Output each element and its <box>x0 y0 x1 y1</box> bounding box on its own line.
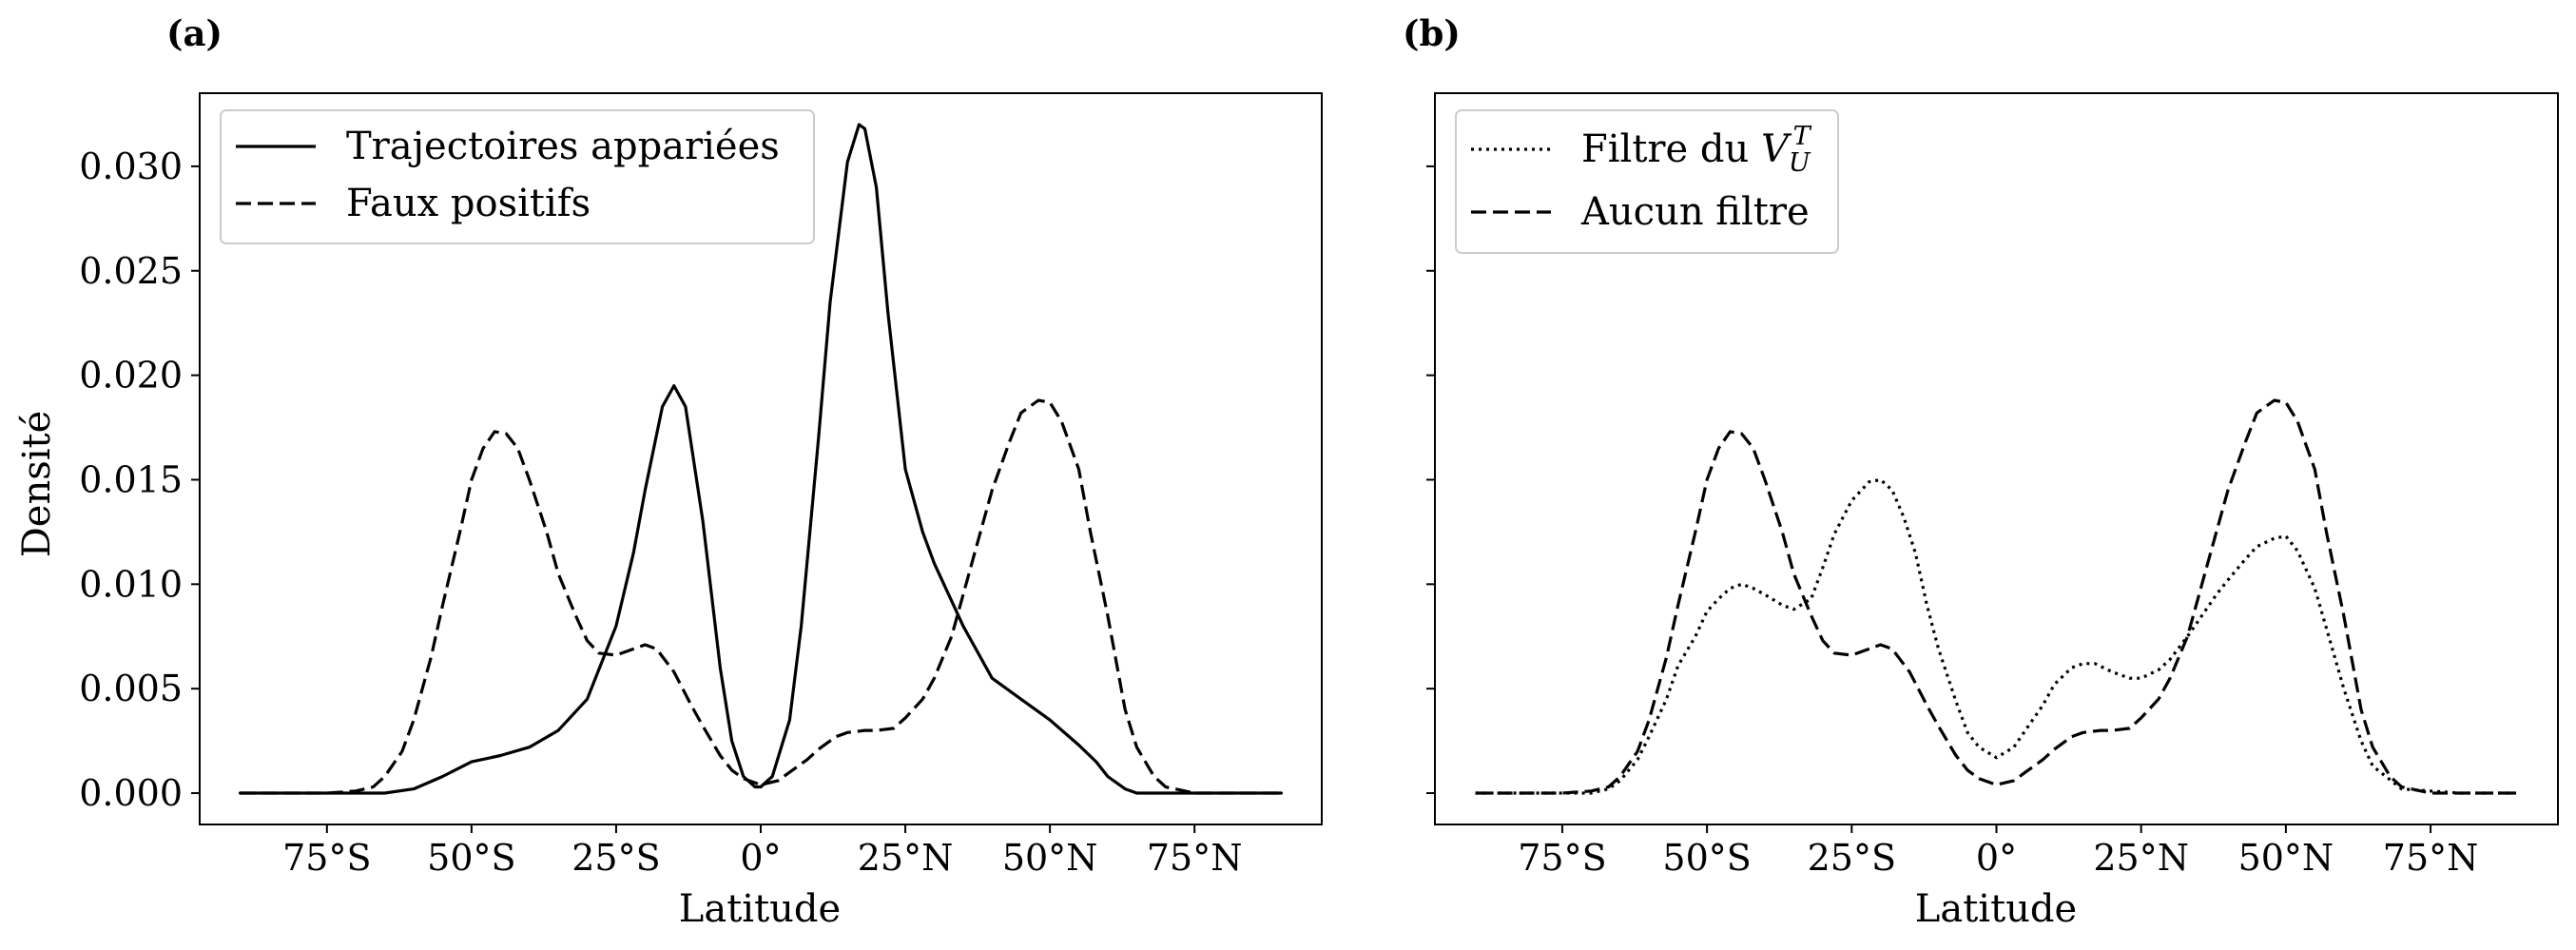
y-tick-label: 0.005 <box>79 668 183 709</box>
series-line-solid <box>239 123 1283 795</box>
series-line-dashed <box>240 398 1282 795</box>
y-tick-label: 0.015 <box>79 458 183 500</box>
x-tick-label: 25°N <box>858 837 954 879</box>
panel-b-label: (b) <box>1403 12 1461 54</box>
y-tick-label: 0.020 <box>79 355 183 397</box>
legend-b: Filtre du VUT Aucun filtre <box>1455 109 1839 254</box>
x-tick-label: 75°S <box>282 837 371 879</box>
legend-box <box>220 109 815 244</box>
x-tick-label: 50°S <box>427 837 515 879</box>
legend-label: Faux positifs <box>346 182 591 225</box>
x-tick-label: 25°S <box>571 837 660 879</box>
y-tick-label: 0.030 <box>79 145 183 187</box>
legend-label: Filtre du VUT <box>1581 122 1812 178</box>
x-tick-label: 75°N <box>2383 837 2479 879</box>
x-axis-label-a: Latitude <box>679 887 841 931</box>
panel-a-label: (a) <box>166 12 223 54</box>
y-tick-label: 0.025 <box>79 250 183 292</box>
x-tick-label: 50°S <box>1662 837 1751 879</box>
legend-label: Trajectoires appariées <box>346 125 780 168</box>
x-tick-label: 25°S <box>1808 837 1896 879</box>
panel-b: (b) Latitude 75°S 50°S 25°S 0° 25°N 50°N 75°N F… <box>1403 12 2559 931</box>
panel-a: (a) Densité Latitude 75°S 50°S 25°S 0° 25°N 5… <box>15 12 1323 931</box>
x-tick-label: 75°S <box>1518 837 1606 879</box>
y-tick-label: 0.010 <box>79 563 183 605</box>
x-tick-label: 50°N <box>1002 837 1098 879</box>
series-line-dashed <box>1475 398 2518 795</box>
x-tick-label: 25°N <box>2093 837 2189 879</box>
y-axis-label: Densité <box>15 411 59 558</box>
x-tick-label: 0° <box>740 837 781 879</box>
x-tick-label: 0° <box>1976 837 2017 879</box>
x-tick-label: 50°N <box>2238 837 2334 879</box>
series-line-dotted <box>1475 477 2518 795</box>
legend-box <box>1455 109 1839 254</box>
x-tick-label: 75°N <box>1147 837 1243 879</box>
x-axis-label-b: Latitude <box>1915 887 2077 931</box>
legend-label: Aucun filtre <box>1580 190 1810 234</box>
y-tick-label: 0.000 <box>79 772 183 814</box>
legend-a: Trajectoires appariées Faux positifs <box>220 109 815 244</box>
